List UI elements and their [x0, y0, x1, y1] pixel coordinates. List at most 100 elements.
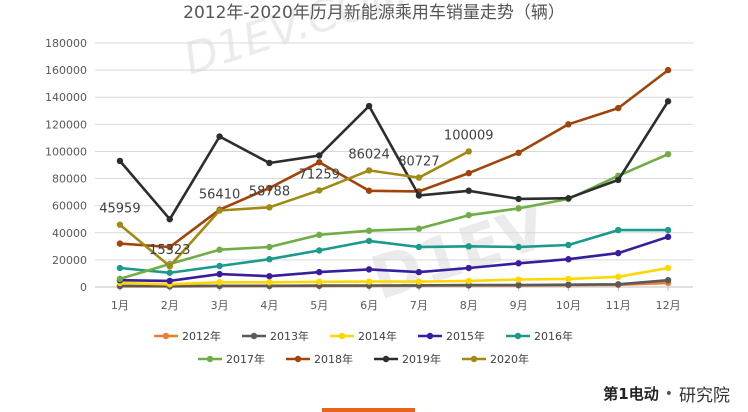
data-point	[664, 98, 672, 105]
data-point	[565, 121, 572, 128]
data-label: 71259	[299, 167, 340, 182]
y-tick-label: 140000	[45, 91, 87, 104]
data-point	[266, 256, 273, 263]
data-point	[615, 176, 622, 184]
data-point	[365, 187, 373, 194]
series	[116, 66, 672, 290]
data-label: 100009	[444, 128, 494, 143]
data-point	[316, 278, 323, 286]
data-point	[166, 216, 173, 223]
y-tick-label: 100000	[45, 145, 87, 158]
x-tick-label: 12月	[656, 299, 681, 312]
x-axis: 1月 2月 3月 4月 5月 6月 7月 8月 9月 10月 11月 12月	[111, 287, 681, 312]
data-point	[515, 149, 522, 156]
data-point	[465, 264, 472, 272]
data-point	[615, 104, 622, 112]
data-point	[116, 264, 124, 272]
legend-swatch-marker	[206, 355, 214, 363]
legend: 2012年 2013年 2014年 2015年 2016年 2017年 2018年 2019年…	[154, 329, 573, 366]
y-tick-label: 20000	[52, 254, 87, 267]
data-point	[465, 211, 472, 219]
data-point	[565, 275, 572, 283]
data-label: 86024	[348, 147, 389, 162]
legend-item-2014年: 2014年	[330, 329, 397, 343]
series-line	[119, 266, 669, 286]
data-point	[664, 277, 672, 284]
data-point	[515, 205, 522, 212]
legend-label: 2019年	[402, 352, 441, 366]
data-point	[565, 195, 572, 202]
data-point	[316, 231, 323, 239]
legend-swatch-marker	[514, 332, 522, 340]
series-line	[119, 228, 669, 275]
data-point	[365, 167, 373, 174]
series-line	[119, 278, 669, 288]
data-point	[116, 240, 124, 247]
data-point	[465, 169, 472, 177]
data-point	[365, 102, 373, 110]
y-tick-label: 40000	[52, 227, 87, 240]
legend-swatch-marker	[426, 332, 434, 340]
series-line	[119, 235, 669, 283]
data-point	[166, 269, 173, 276]
x-tick-label: 9月	[510, 299, 528, 312]
data-point	[415, 243, 423, 251]
data-point	[664, 264, 672, 272]
data-point	[615, 249, 622, 257]
series-2018年	[116, 66, 672, 251]
data-point	[565, 256, 572, 263]
footer-brand: 第1电动 • 研究院	[603, 381, 730, 406]
data-point	[166, 263, 173, 270]
legend-label: 2013年	[270, 329, 309, 343]
data-point	[664, 233, 672, 241]
legend-swatch-marker	[250, 332, 258, 340]
x-tick-label: 2月	[161, 299, 179, 312]
legend-item-2017年: 2017年	[198, 352, 265, 366]
legend-item-2016年: 2016年	[506, 329, 573, 343]
series-2020年	[116, 148, 472, 270]
data-point	[266, 243, 273, 251]
data-point	[266, 204, 273, 211]
data-point	[415, 174, 423, 181]
x-tick-label: 6月	[360, 299, 378, 312]
data-point	[615, 273, 622, 281]
data-point	[365, 227, 373, 234]
data-point	[465, 148, 472, 155]
data-point	[266, 184, 273, 192]
x-tick-label: 8月	[460, 299, 478, 312]
legend-swatch-marker	[162, 332, 170, 340]
x-tick-label: 10月	[556, 299, 581, 312]
data-point	[465, 277, 472, 285]
data-label: 56410	[199, 188, 240, 203]
y-tick-label: 80000	[52, 173, 87, 186]
y-tick-label: 0	[80, 281, 87, 294]
brand-suffix: 研究院	[679, 386, 730, 406]
data-point	[415, 192, 423, 199]
legend-item-2015年: 2015年	[418, 329, 485, 343]
legend-label: 2012年	[182, 329, 221, 343]
data-point	[116, 275, 124, 283]
data-point	[266, 279, 273, 286]
series-line	[119, 150, 470, 268]
legend-label: 2015年	[446, 329, 485, 343]
x-tick-label: 5月	[310, 299, 328, 312]
data-point	[316, 152, 323, 159]
data-point	[365, 266, 373, 273]
data-labels: 45959 15323 56410 58788 71259 86024 80727 10000…	[99, 128, 493, 258]
data-point	[365, 237, 373, 245]
data-point	[216, 207, 223, 214]
data-point	[515, 195, 522, 203]
legend-item-2013年: 2013年	[242, 329, 309, 343]
data-point	[515, 276, 522, 283]
data-label: 45959	[99, 202, 140, 217]
legend-item-2012年: 2012年	[154, 329, 221, 343]
bottom-accent-bar	[322, 408, 415, 412]
y-axis: 0 20000 40000 60000 80000 100000 120000 140000 1…	[45, 37, 87, 294]
data-point	[216, 270, 223, 278]
y-tick-label: 60000	[52, 200, 87, 213]
legend-item-2018年: 2018年	[286, 352, 353, 366]
data-point	[664, 66, 672, 74]
data-point	[664, 226, 672, 234]
data-point	[266, 159, 273, 167]
